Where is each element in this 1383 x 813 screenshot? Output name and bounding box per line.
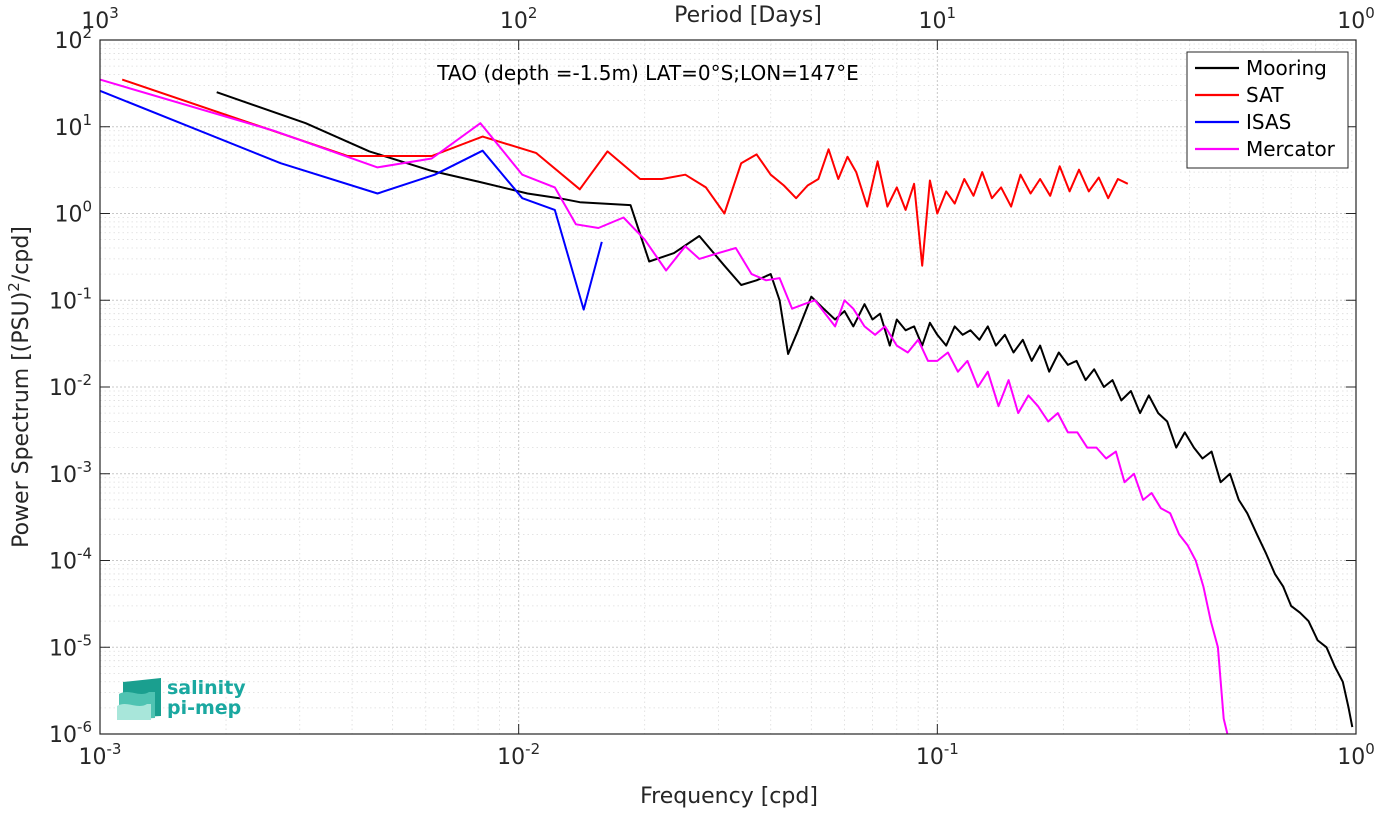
y-tick-label: 10-2 [49,371,92,401]
logo-text-line2: pi-mep [167,697,241,719]
y-tick-label: 100 [54,198,92,228]
legend: Mooring SAT ISAS Mercator [1186,51,1349,169]
y-tick-label: 10-5 [49,631,92,661]
y-tick-label: 101 [54,111,92,141]
top-tick-label: 101 [919,4,957,34]
logo-wave-front [117,704,151,720]
x-tick-label-exp: -3 [107,740,122,758]
legend-label-mercator: Mercator [1246,137,1336,161]
x-tick-label: 10-1 [916,740,959,770]
top-tick-label-exp: 0 [1365,4,1375,22]
y-axis-label-tail: /cpd] [9,226,34,282]
y-tick-label-exp: 1 [82,111,92,129]
top-tick-label-exp: 2 [528,4,538,22]
x-tick-label: 10-2 [497,740,540,770]
top-tick-label: 103 [81,4,119,34]
series-line-mooring [216,91,1354,728]
legend-label-mooring: Mooring [1246,56,1327,80]
x-tick-label-exp: -1 [944,740,959,758]
y-tick-label-exp: -1 [77,284,92,302]
legend-label-isas: ISAS [1246,110,1291,134]
y-axis-label-main: Power Spectrum [(PSU) [9,292,34,548]
x-tick-label: 10-3 [79,740,122,770]
top-tick-label-base: 10 [1337,9,1365,34]
logo-text-line1: salinity [167,677,246,699]
chart-title: TAO (depth =-1.5m) LAT=0°S;LON=147°E [436,61,858,85]
x-tick-label-exp: 0 [1365,740,1375,758]
y-tick-label-base: 10 [49,636,77,661]
x-tick-label-base: 10 [1337,745,1365,770]
series-line-mercator [99,78,1229,735]
y-tick-label-base: 10 [54,116,82,141]
y-tick-label-exp: 2 [82,24,92,42]
x-axis-label: Frequency [cpd] [640,784,818,809]
y-axis-label: Power Spectrum [(PSU)2/cpd] [5,226,34,548]
legend-label-sat: SAT [1246,83,1284,107]
y-tick-label-base: 10 [54,203,82,228]
y-tick-label-exp: -4 [77,545,92,563]
series-line-sat [121,78,1129,267]
series-line-isas [99,89,603,311]
y-tick-label-exp: -2 [77,371,92,389]
grid-layer [99,39,1357,735]
x-tick-label-base: 10 [79,745,107,770]
top-tick-label-exp: 3 [109,4,119,22]
y-tick-label-exp: -6 [77,718,92,736]
top-tick-label-base: 10 [81,9,109,34]
top-axis-label: Period [Days] [674,3,822,28]
top-tick-label-base: 10 [919,9,947,34]
salinity-pi-mep-logo: salinity pi-mep [117,677,246,720]
x-tick-label-base: 10 [916,745,944,770]
y-tick-label-exp: -3 [77,458,92,476]
top-tick-label: 100 [1337,4,1375,34]
y-tick-label-base: 10 [49,289,77,314]
x-tick-label-exp: -2 [525,740,540,758]
y-tick-label-exp: -5 [77,631,92,649]
y-tick-label-base: 10 [49,463,77,488]
top-tick-label-exp: 1 [947,4,957,22]
top-tick-label: 102 [500,4,538,34]
x-tick-label-base: 10 [497,745,525,770]
y-tick-label-base: 10 [49,550,77,575]
y-tick-label-base: 10 [54,29,82,54]
y-axis-label-exp: 2 [5,282,23,292]
top-tick-label-base: 10 [500,9,528,34]
y-tick-label: 10-1 [49,284,92,314]
y-tick-label-base: 10 [49,723,77,748]
series-layer [99,78,1354,735]
y-tick-label: 102 [54,24,92,54]
y-tick-label: 10-4 [49,545,92,575]
x-tick-label: 100 [1337,740,1375,770]
y-tick-label-exp: 0 [82,198,92,216]
y-tick-label: 10-6 [49,718,92,748]
y-tick-label-base: 10 [49,376,77,401]
y-tick-label: 10-3 [49,458,92,488]
